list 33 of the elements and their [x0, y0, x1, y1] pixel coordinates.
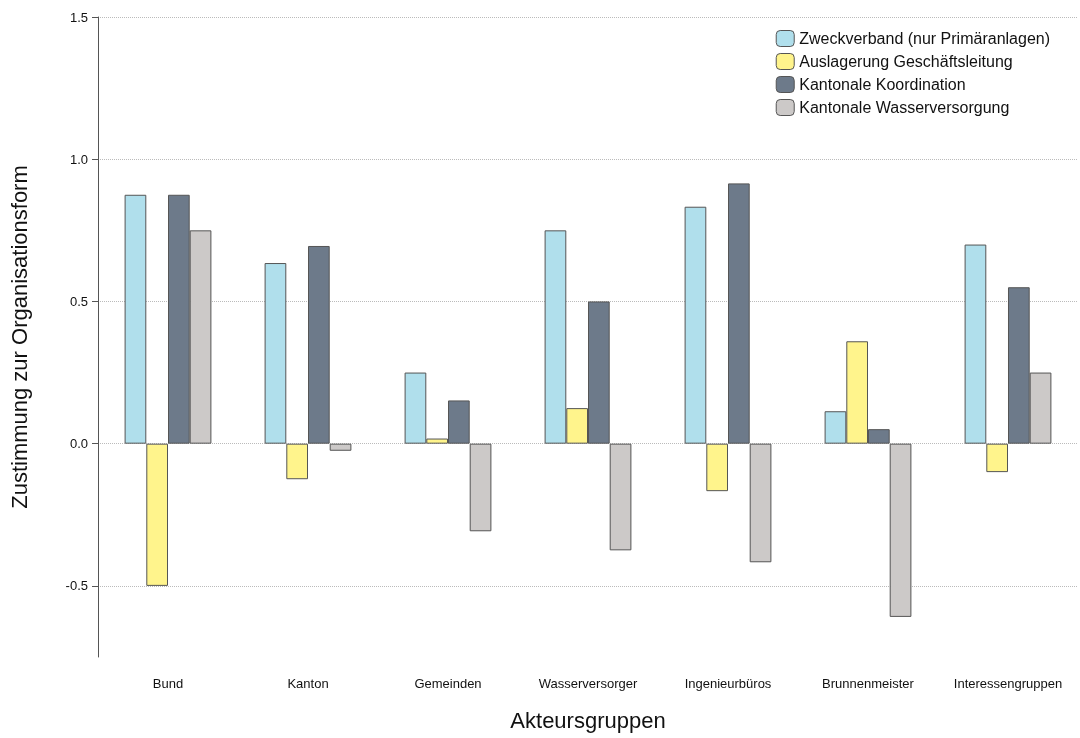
x-tick-label: Bund	[152, 676, 184, 691]
bar	[329, 443, 352, 451]
bar	[889, 443, 912, 617]
legend-label: Auslagerung Geschäftsleitung	[799, 53, 1013, 70]
x-tick-label: Gemeinden	[414, 676, 482, 691]
x-tick-label: Ingenieurbüros	[684, 676, 772, 691]
bar	[706, 443, 728, 492]
legend-label: Kantonale Koordination	[799, 76, 966, 93]
bar	[728, 183, 750, 444]
bar	[964, 244, 987, 444]
bar	[749, 443, 772, 563]
legend-label: Zweckverband (nur Primäranlagen)	[799, 30, 1051, 47]
x-tick-label: Interessengruppen	[953, 676, 1063, 691]
bar	[986, 443, 1008, 473]
y-tick-label: 1.5	[69, 9, 88, 25]
x-tick-label: Brunnenmeister	[822, 676, 915, 691]
y-axis-title: Zustimmung zur Organisationsform	[6, 165, 32, 509]
bar	[308, 245, 330, 444]
x-tick-label: Wasserversorger	[538, 676, 638, 691]
legend-label: Kantonale Wasserversorgung	[799, 99, 1010, 116]
bar	[146, 443, 168, 586]
bar	[286, 443, 308, 480]
bar	[124, 194, 147, 444]
bar	[684, 206, 707, 444]
x-axis-title: Akteursgruppen	[510, 707, 666, 733]
bar	[264, 263, 287, 444]
y-tick-label: 0.0	[69, 436, 88, 452]
bar	[609, 443, 632, 551]
y-tick-label: 0.5	[69, 293, 88, 309]
y-tick-label: 1.0	[69, 151, 88, 167]
bar	[469, 443, 492, 532]
y-tick-label: -0.5	[65, 578, 88, 594]
x-tick-label: Kanton	[287, 676, 329, 691]
